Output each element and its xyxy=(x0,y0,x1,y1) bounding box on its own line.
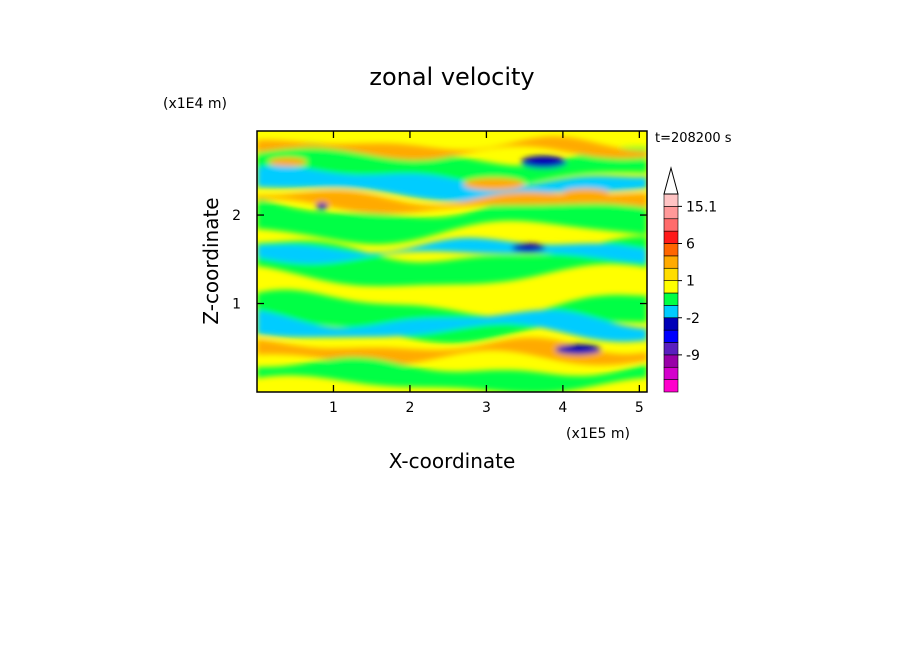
field-band xyxy=(257,190,647,214)
colorbar-overflow-arrow xyxy=(663,166,679,195)
colorbar-swatch xyxy=(663,218,679,232)
field-band xyxy=(257,310,647,342)
colorbar-swatch xyxy=(663,379,679,393)
colorbar-swatch xyxy=(663,305,679,319)
colorbar-swatch xyxy=(663,366,679,380)
y-tick-label: 2 xyxy=(232,208,241,224)
colorbar-swatch xyxy=(663,292,679,306)
colorbar-label: -2 xyxy=(686,311,700,327)
field-patch xyxy=(562,188,609,198)
colorbar-swatch xyxy=(663,255,679,269)
colorbar-label: 15.1 xyxy=(686,199,717,215)
colorbar-swatch xyxy=(663,329,679,343)
x-axis-ticks: 1 2 3 4 5 xyxy=(329,131,644,416)
field-patch xyxy=(555,344,602,355)
x-tick-label: 4 xyxy=(558,400,567,416)
field-band xyxy=(257,165,647,202)
colorbar-swatch xyxy=(663,342,679,356)
field-band xyxy=(257,236,647,287)
colorbar-swatch xyxy=(663,317,679,331)
colorbar-swatch xyxy=(663,280,679,294)
colorbar-label: 6 xyxy=(686,237,695,253)
field-patch xyxy=(463,177,525,191)
x-tick-label: 2 xyxy=(405,400,414,416)
field-patch xyxy=(520,155,567,169)
colorbar-swatch xyxy=(663,354,679,368)
time-label: t=208200 s xyxy=(655,131,732,146)
field-patch xyxy=(268,157,307,167)
field-band xyxy=(257,136,647,160)
x-unit-label: (x1E5 m) xyxy=(566,426,630,442)
field-band xyxy=(257,237,647,264)
y-tick-label: 1 xyxy=(232,297,241,313)
colorbar-label: 1 xyxy=(686,274,695,290)
plot-frame xyxy=(256,130,648,393)
field-patch xyxy=(511,243,546,253)
colorbar-label: -9 xyxy=(686,348,700,364)
field-band xyxy=(257,356,647,392)
colorbar-swatch xyxy=(663,206,679,220)
colorbar-swatch xyxy=(663,243,679,257)
y-unit-label: (x1E4 m) xyxy=(163,96,227,112)
field-band xyxy=(257,289,647,344)
field-band xyxy=(257,142,647,191)
colorbar: -9 -2 1 6 15.1 xyxy=(663,166,717,393)
x-tick-label: 3 xyxy=(482,400,491,416)
x-axis-label: X-coordinate xyxy=(389,449,516,473)
x-tick-label: 5 xyxy=(635,400,644,416)
field-band xyxy=(257,194,647,245)
colorbar-swatch xyxy=(663,193,679,207)
velocity-field xyxy=(257,131,647,392)
colorbar-swatch xyxy=(663,267,679,281)
chart-title: zonal velocity xyxy=(369,63,534,91)
colorbar-swatch xyxy=(663,230,679,244)
x-tick-label: 1 xyxy=(329,400,338,416)
y-axis-ticks: 12 xyxy=(232,208,647,313)
field-patch xyxy=(315,202,329,210)
y-axis-label: Z-coordinate xyxy=(199,197,223,324)
